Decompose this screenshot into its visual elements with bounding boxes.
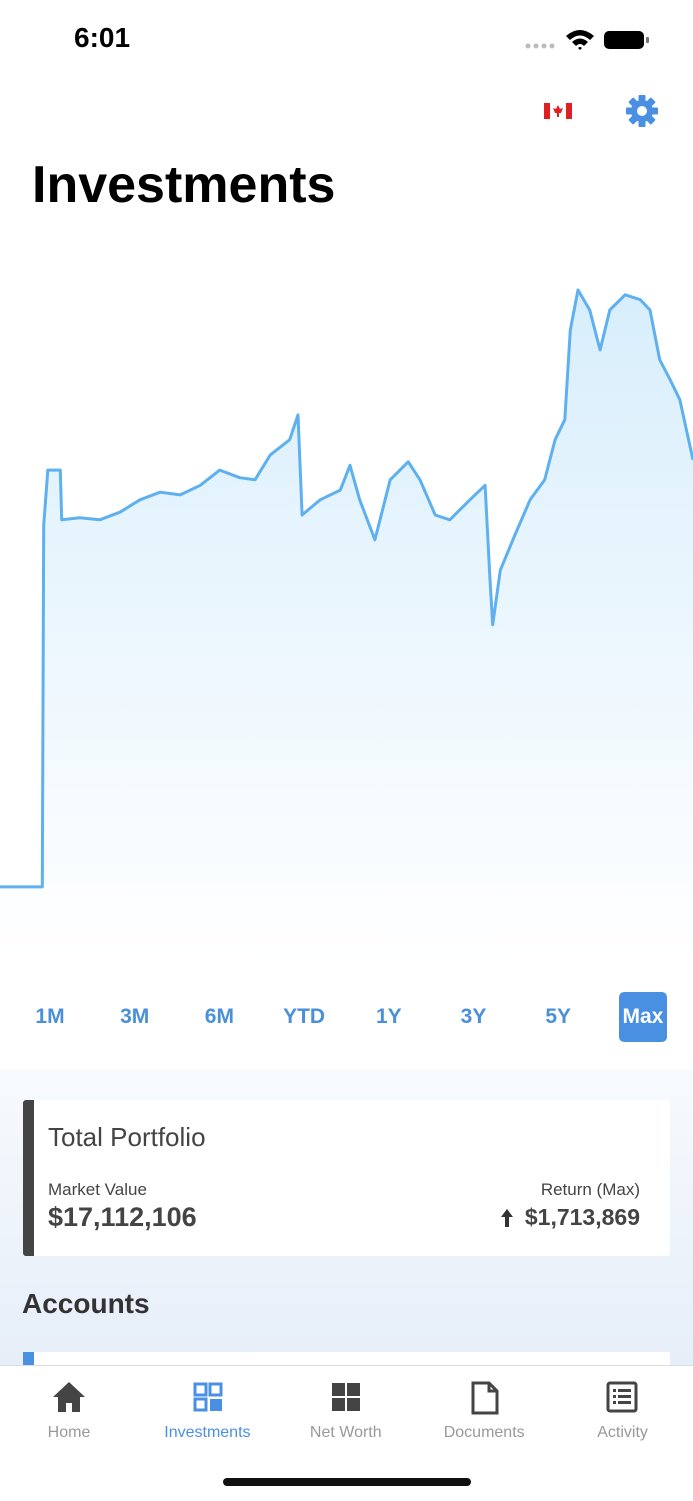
status-icons [525, 30, 649, 50]
range-selector: 1M 3M 6M YTD 1Y 3Y 5Y Max [0, 992, 693, 1044]
home-indicator [223, 1478, 471, 1486]
tab-label[interactable]: Investments [164, 1424, 251, 1441]
range-button[interactable]: Max [618, 992, 667, 1042]
flag-button[interactable] [540, 96, 576, 126]
section-title: Accounts [22, 1288, 150, 1319]
activity-icon [606, 1381, 638, 1413]
tab-label[interactable]: Home [47, 1424, 91, 1441]
area-fill [0, 290, 693, 960]
investments-icon [193, 1382, 223, 1412]
net-worth-icon [332, 1383, 360, 1411]
market-value-label: Market Value [48, 1180, 147, 1199]
return-label: Return (Max) [540, 1180, 640, 1199]
card-title: Total Portfolio [48, 1122, 206, 1152]
page-title: Investments [32, 156, 336, 214]
documents-icon [471, 1381, 499, 1415]
line [0, 288, 693, 889]
range-button[interactable]: 1M [35, 1005, 65, 1028]
tab-label[interactable]: Net Worth [309, 1424, 382, 1441]
range-button[interactable]: 6M [204, 1005, 234, 1028]
status-time: 6:01 [74, 22, 131, 53]
range-button[interactable]: 3M [120, 1005, 150, 1028]
portfolio-card[interactable]: Total Portfolio Market Value $17,112,106… [23, 1100, 670, 1256]
settings-button[interactable] [624, 93, 660, 129]
return-value: $1,713,869 [524, 1204, 640, 1230]
tab-label[interactable]: Activity [597, 1424, 648, 1441]
tab-bar: Home Investments Net Worth Documents Activit… [0, 1365, 693, 1501]
market-value: $17,112,106 [48, 1202, 197, 1232]
range-button[interactable]: 5Y [545, 1005, 572, 1028]
range-button[interactable]: 1Y [375, 1005, 402, 1028]
home-icon [53, 1382, 85, 1412]
range-button[interactable]: YTD [283, 1005, 326, 1028]
chart [0, 288, 693, 960]
tab-label[interactable]: Documents [443, 1424, 525, 1441]
range-button[interactable]: 3Y [460, 1005, 487, 1028]
up-arrow [501, 1209, 513, 1227]
